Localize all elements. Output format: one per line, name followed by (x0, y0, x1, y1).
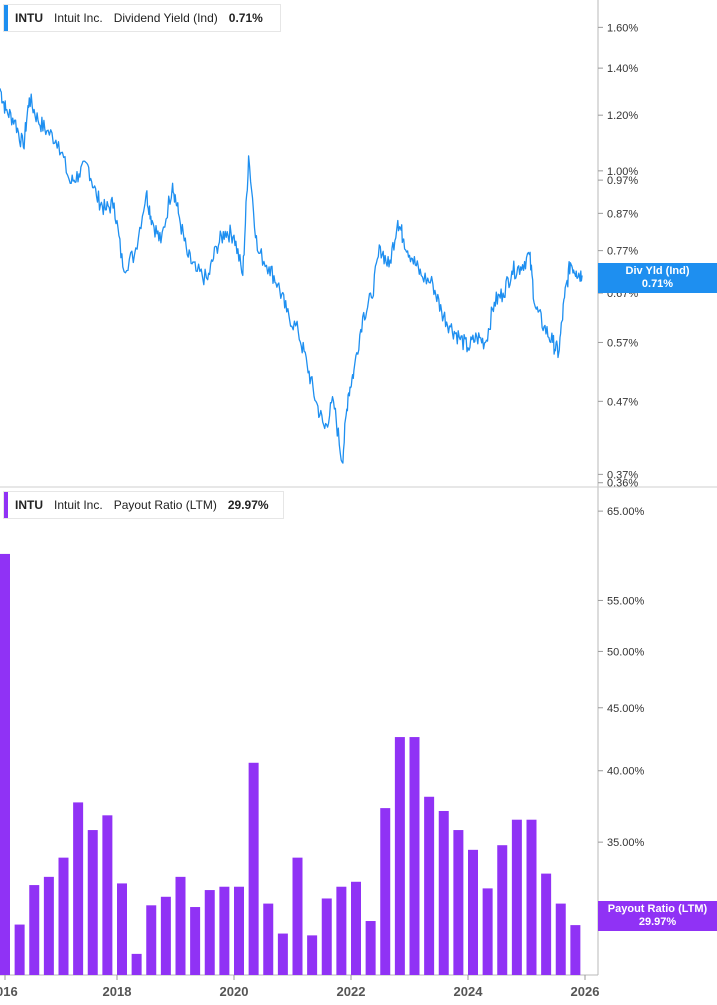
yield-axis: 1.60%1.40%1.20%1.00%0.97%0.87%0.77%0.67%… (598, 22, 638, 490)
y-tick-label: 0.97% (607, 175, 638, 187)
payout-bar (482, 888, 493, 975)
payout-bar (160, 896, 171, 975)
payout-bar (468, 849, 478, 975)
dividend-yield-flag: Div Yld (Ind) 0.71% (598, 263, 717, 293)
legend-metric: Payout Ratio (LTM) (113, 498, 217, 512)
payout-bar (321, 898, 332, 975)
x-tick-label: 2022 (337, 984, 366, 999)
payout-bar (234, 886, 244, 975)
y-tick-label: 0.37% (607, 469, 638, 481)
payout-bar (497, 845, 508, 975)
y-tick-label: 45.00% (607, 703, 645, 715)
payout-bar (102, 815, 113, 975)
payout-bar (87, 830, 98, 975)
y-tick-label: 0.57% (607, 337, 638, 349)
payout-bar (0, 553, 10, 975)
payout-bar (175, 876, 186, 975)
payout-bar (219, 886, 230, 975)
payout-bar (409, 737, 420, 975)
payout-bar (570, 925, 581, 975)
payout-bar (336, 886, 347, 975)
payout-bar (43, 876, 54, 975)
payout-bar (292, 857, 303, 975)
payout-bar (29, 885, 40, 975)
y-tick-label: 1.60% (607, 22, 638, 34)
y-tick-label: 1.40% (607, 63, 638, 75)
y-tick-label: 0.47% (607, 396, 638, 408)
flag-value: 0.71% (641, 278, 674, 290)
payout-bar (555, 903, 566, 975)
y-tick-label: 50.00% (607, 646, 645, 658)
payout-bar (58, 857, 69, 975)
x-tick-label: 2026 (571, 984, 600, 999)
payout-bar (14, 924, 25, 975)
payout-bar (365, 921, 376, 975)
legend-company: Intuit Inc. (54, 11, 103, 25)
payout-bar (394, 737, 405, 975)
payout-bar (453, 830, 464, 975)
x-axis: 016 2018 2020 2022 2024 2026 (0, 975, 599, 999)
y-tick-label: 0.77% (607, 246, 638, 258)
y-tick-label: 1.00% (607, 166, 638, 178)
payout-bar (307, 935, 318, 975)
dividend-yield-line (0, 88, 583, 464)
y-tick-label: 0.36% (607, 478, 638, 490)
y-tick-label: 55.00% (607, 595, 645, 607)
payout-bar (526, 819, 537, 975)
dividend-yield-series (0, 88, 583, 464)
payout-ratio-bars (0, 553, 581, 975)
payout-bar (248, 762, 259, 975)
flag-value: 29.97% (638, 916, 677, 928)
payout-bar (204, 890, 215, 975)
payout-bar (351, 881, 361, 975)
payout-bar (73, 802, 84, 975)
payout-bar (277, 933, 288, 975)
payout-bar (541, 873, 552, 975)
y-tick-label: 0.87% (607, 208, 638, 220)
x-tick-label: 2018 (103, 984, 132, 999)
payout-bar (511, 819, 522, 975)
payout-bar (263, 903, 274, 975)
payout-bar (438, 810, 449, 975)
y-tick-label: 35.00% (607, 837, 645, 849)
legend-swatch (4, 492, 8, 518)
legend-value: 0.71% (228, 11, 263, 25)
x-tick-label: 2024 (454, 984, 484, 999)
payout-bar (131, 953, 142, 975)
payout-bar (117, 883, 127, 975)
legend-ticker: INTU (15, 11, 43, 25)
legend-swatch (4, 5, 8, 31)
payout-axis: 65.00% 55.00% 50.00% 45.00% 40.00% 35.00% (598, 506, 645, 849)
flag-label: Div Yld (Ind) (625, 265, 690, 277)
payout-bar (146, 905, 157, 975)
dividend-yield-legend[interactable]: INTU Intuit Inc. Dividend Yield (Ind) 0.… (3, 4, 281, 32)
x-tick-label: 2020 (220, 984, 249, 999)
legend-value: 29.97% (227, 498, 269, 512)
payout-ratio-flag: Payout Ratio (LTM) 29.97% (598, 901, 717, 931)
y-tick-label: 65.00% (607, 506, 645, 518)
payout-bar (380, 808, 391, 975)
x-tick-label: 016 (0, 984, 18, 999)
legend-metric: Dividend Yield (Ind) (113, 11, 218, 25)
payout-ratio-legend[interactable]: INTU Intuit Inc. Payout Ratio (LTM) 29.9… (3, 491, 284, 519)
legend-ticker: INTU (15, 498, 43, 512)
y-tick-label: 40.00% (607, 766, 645, 778)
y-tick-label: 1.20% (607, 110, 638, 122)
flag-label: Payout Ratio (LTM) (607, 903, 708, 915)
legend-company: Intuit Inc. (54, 498, 103, 512)
payout-bar (190, 907, 201, 975)
payout-bar (424, 796, 435, 975)
